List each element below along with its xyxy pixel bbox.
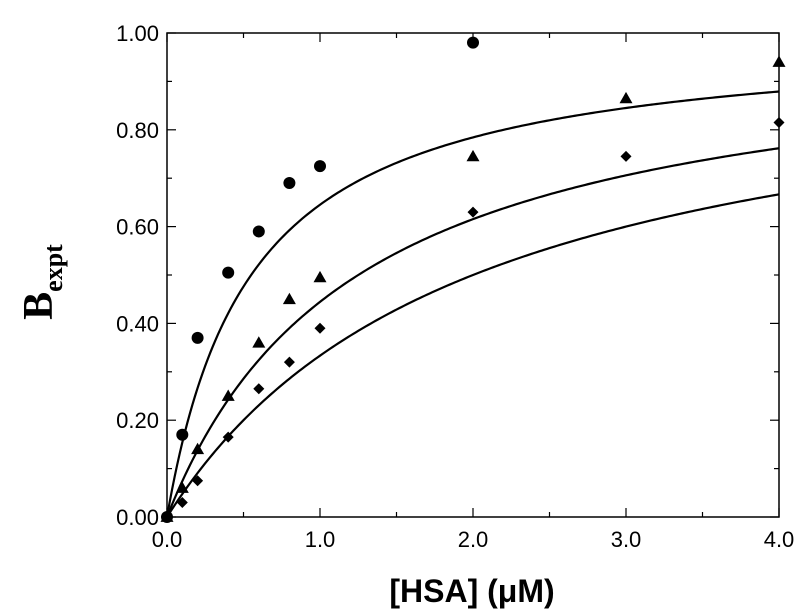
x-axis-title: [HSA] (μM) bbox=[389, 573, 554, 609]
fit-curve-circle bbox=[167, 90, 779, 517]
data-point-triangle bbox=[252, 336, 266, 348]
data-point-triangle bbox=[175, 481, 189, 493]
x-tick-label: 1.0 bbox=[305, 527, 336, 552]
fit-curve-diamond bbox=[167, 193, 779, 517]
data-point-triangle bbox=[466, 149, 480, 162]
y-axis-title-sub: expt bbox=[39, 244, 68, 292]
x-tick-label: 0.0 bbox=[152, 527, 183, 552]
data-point-diamond bbox=[222, 431, 234, 443]
x-tick-label: 3.0 bbox=[611, 527, 642, 552]
y-tick-label: 0.60 bbox=[116, 215, 159, 240]
y-tick-label: 0.00 bbox=[116, 505, 159, 530]
x-tick-label: 4.0 bbox=[764, 527, 795, 552]
data-point-diamond bbox=[773, 117, 785, 129]
data-point-circle bbox=[467, 36, 479, 49]
data-point-circle bbox=[191, 331, 204, 344]
data-point-triangle bbox=[221, 389, 235, 401]
data-point-diamond bbox=[176, 496, 188, 508]
y-axis-title-main: B bbox=[16, 292, 62, 320]
x-tick-label: 2.0 bbox=[458, 527, 489, 552]
y-axis-title: Bexpt bbox=[16, 244, 68, 320]
y-tick-label: 0.80 bbox=[116, 118, 159, 143]
data-point-diamond bbox=[283, 356, 295, 368]
data-point-triangle bbox=[619, 91, 633, 104]
data-point-triangle bbox=[282, 292, 296, 305]
data-point-circle bbox=[283, 177, 296, 190]
data-point-diamond bbox=[192, 475, 204, 487]
y-tick-label: 1.00 bbox=[116, 21, 159, 46]
svg-text:Bexpt: Bexpt bbox=[16, 244, 68, 320]
data-point-triangle bbox=[191, 442, 205, 455]
data-point-diamond bbox=[620, 150, 632, 162]
y-tick-label: 0.20 bbox=[116, 408, 159, 433]
y-tick-label: 0.40 bbox=[116, 311, 159, 336]
data-point-diamond bbox=[314, 322, 326, 334]
data-point-diamond bbox=[253, 383, 265, 395]
data-point-triangle bbox=[313, 270, 327, 283]
fit-curve-triangle bbox=[167, 147, 779, 517]
data-point-circle bbox=[222, 266, 235, 279]
data-point-circle bbox=[176, 428, 189, 441]
data-point-circle bbox=[314, 160, 326, 173]
data-point-circle bbox=[252, 225, 265, 238]
data-point-diamond bbox=[467, 206, 479, 218]
data-point-diamond bbox=[161, 511, 173, 523]
data-point-triangle bbox=[772, 55, 786, 67]
